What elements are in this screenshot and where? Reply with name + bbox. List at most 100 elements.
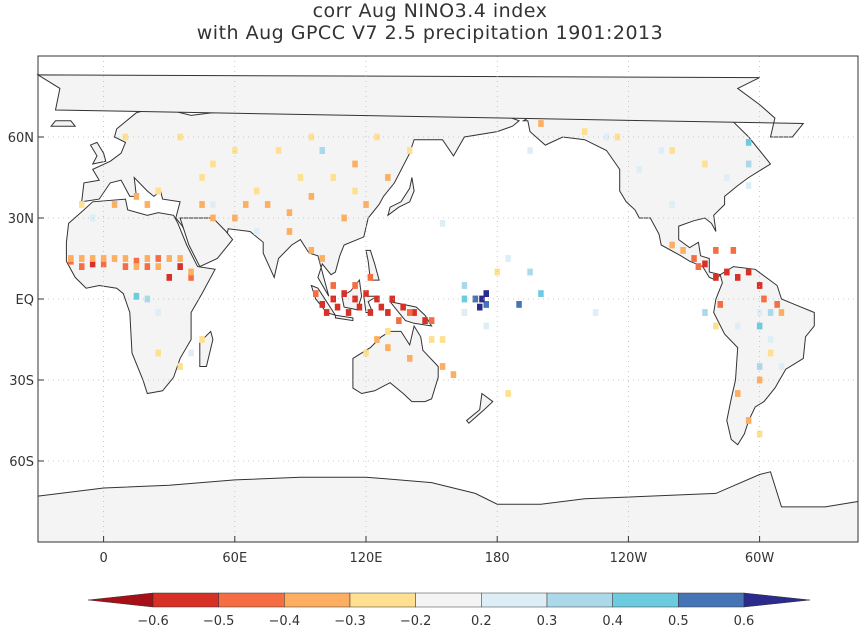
anomaly-cell-mod-negative	[363, 201, 369, 208]
anomaly-cell-light-negative	[330, 174, 336, 181]
anomaly-cell-light-positive	[735, 322, 741, 330]
anomaly-cell-mod-negative	[89, 255, 96, 262]
colorbar-label: 0.5	[668, 614, 689, 626]
anomaly-cell-light-negative	[439, 336, 446, 343]
anomaly-cell-mod-negative	[286, 228, 293, 235]
anomaly-cell-strong-negative	[702, 260, 708, 268]
anomaly-cell-light-negative	[122, 133, 129, 141]
anomaly-cell-strong-negative	[345, 309, 352, 316]
anomaly-cell-light-positive	[210, 201, 216, 208]
anomaly-cell-negative	[133, 257, 140, 265]
colorbar-label: −0.4	[269, 614, 301, 626]
anomaly-cell-negative	[691, 255, 697, 262]
anomaly-cell-light-negative	[713, 322, 719, 330]
anomaly-cell-light-positive	[745, 182, 752, 189]
anomaly-cell-negative	[428, 317, 435, 324]
java-landmass	[334, 314, 354, 322]
anomaly-cell-mod-negative	[166, 255, 172, 262]
anomaly-cell-mod-negative	[450, 371, 457, 378]
anomaly-cell-strong-negative	[389, 295, 395, 303]
south-america-landmass	[713, 266, 815, 446]
anomaly-cell-light-positive	[155, 309, 161, 316]
lon-tick-label: 60W	[745, 551, 775, 566]
anomaly-cell-light-positive	[483, 322, 489, 330]
anomaly-cell-strong-negative	[334, 303, 341, 311]
north-america-landmass	[521, 101, 772, 281]
anomaly-cell-strong-positive	[516, 301, 522, 308]
anomaly-cell-negative	[367, 274, 374, 281]
anomaly-cell-light-positive	[439, 220, 446, 227]
axis-ticks: 0 60E 120E 180 120W 60W 60N 30N EQ 30S 60S	[8, 131, 775, 566]
japan-landmass	[387, 177, 415, 217]
anomaly-cell-strong-positive	[483, 301, 489, 308]
anomaly-cell-negative	[717, 301, 723, 308]
anomaly-cell-mod-negative	[308, 247, 315, 254]
anomaly-cell-mod-negative	[778, 309, 785, 316]
anomaly-cell-mod-negative	[407, 355, 413, 362]
anomaly-cell-positive	[319, 147, 325, 154]
anomaly-cell-negative	[188, 274, 194, 281]
anomaly-cell-strong-negative	[89, 260, 96, 268]
anomaly-cell-light-positive	[767, 336, 774, 343]
anomaly-cell-mod-negative	[439, 363, 446, 370]
anomaly-cell-strong-negative	[166, 274, 172, 281]
colorbar-segment	[481, 592, 548, 608]
anomaly-cell-light-negative	[702, 160, 708, 168]
anomaly-cell-mod-negative	[385, 344, 391, 351]
colorbar-label: 0.6	[734, 614, 755, 626]
anomaly-cell-strong-negative	[745, 268, 752, 276]
anomaly-cell-negative	[155, 255, 161, 262]
anomaly-cell-strong-negative	[323, 309, 330, 316]
anomaly-cell-strong-negative	[363, 290, 369, 297]
colorbar-label: 0.2	[471, 614, 492, 626]
anomaly-cell-positive	[745, 160, 752, 168]
anomaly-cell-light-negative	[505, 390, 511, 397]
anomaly-cell-mod-negative	[155, 263, 161, 270]
iceland-landmass	[50, 120, 77, 127]
anomaly-cell-strong-negative	[319, 301, 325, 308]
colorbar-label: −0.2	[400, 614, 432, 626]
colorbar-label: 0.3	[537, 614, 558, 626]
anomaly-cell-light-positive	[778, 363, 785, 370]
anomaly-cell-light-positive	[188, 349, 194, 357]
anomaly-cell-strong-negative	[378, 303, 385, 311]
anomaly-cell-light-positive	[527, 147, 533, 154]
anomaly-cell-mod-negative	[210, 214, 216, 222]
anomaly-cell-light-negative	[199, 336, 205, 343]
anomaly-cell-mod-negative	[68, 255, 74, 262]
anomaly-cell-light-positive	[592, 309, 599, 316]
anomaly-cell-mod-negative	[79, 255, 85, 262]
anomaly-cell-negative	[100, 260, 107, 268]
anomaly-cell-mod-negative	[243, 201, 249, 208]
lon-tick-label: 120E	[349, 551, 382, 566]
colorbar-segment	[152, 592, 219, 608]
anomaly-cell-positive	[144, 295, 151, 303]
anomaly-cell-mod-negative	[177, 255, 183, 262]
anomaly-cell-light-negative	[177, 133, 183, 141]
anomaly-cell-mod-negative	[680, 247, 686, 254]
colorbar-segment	[349, 592, 416, 608]
anomaly-cell-deep-positive	[479, 295, 485, 303]
colorbar-segment	[284, 592, 351, 608]
anomaly-cell-deep-positive	[483, 290, 489, 297]
anomaly-cell-mod-negative	[133, 193, 140, 200]
anomaly-cell-strong-negative	[422, 317, 428, 324]
anomaly-cell-positive	[461, 282, 468, 289]
colorbar-label: 0.4	[602, 614, 623, 626]
anomaly-cell-mod-negative	[100, 255, 107, 262]
anomaly-cell-strong-negative	[352, 295, 358, 303]
colorbar-label: −0.6	[137, 614, 169, 626]
chart-title-line1: corr Aug NINO3.4 index	[312, 0, 548, 22]
anomaly-cell-light-negative	[767, 349, 774, 357]
lat-tick-label: 30N	[8, 212, 34, 227]
anomaly-cell-negative	[330, 282, 336, 289]
anomaly-cell-mod-positive	[133, 292, 140, 300]
chart-title-line2: with Aug GPCC V7 2.5 precipitation 1901:…	[196, 22, 664, 44]
anomaly-cell-positive	[702, 309, 708, 316]
anomaly-cell-light-negative	[232, 147, 238, 154]
anomaly-cell-light-negative	[79, 201, 85, 208]
anomaly-cell-mod-negative	[745, 417, 752, 424]
anomaly-cell-strong-negative	[367, 309, 374, 316]
colorbar-high-arrow	[743, 592, 811, 608]
